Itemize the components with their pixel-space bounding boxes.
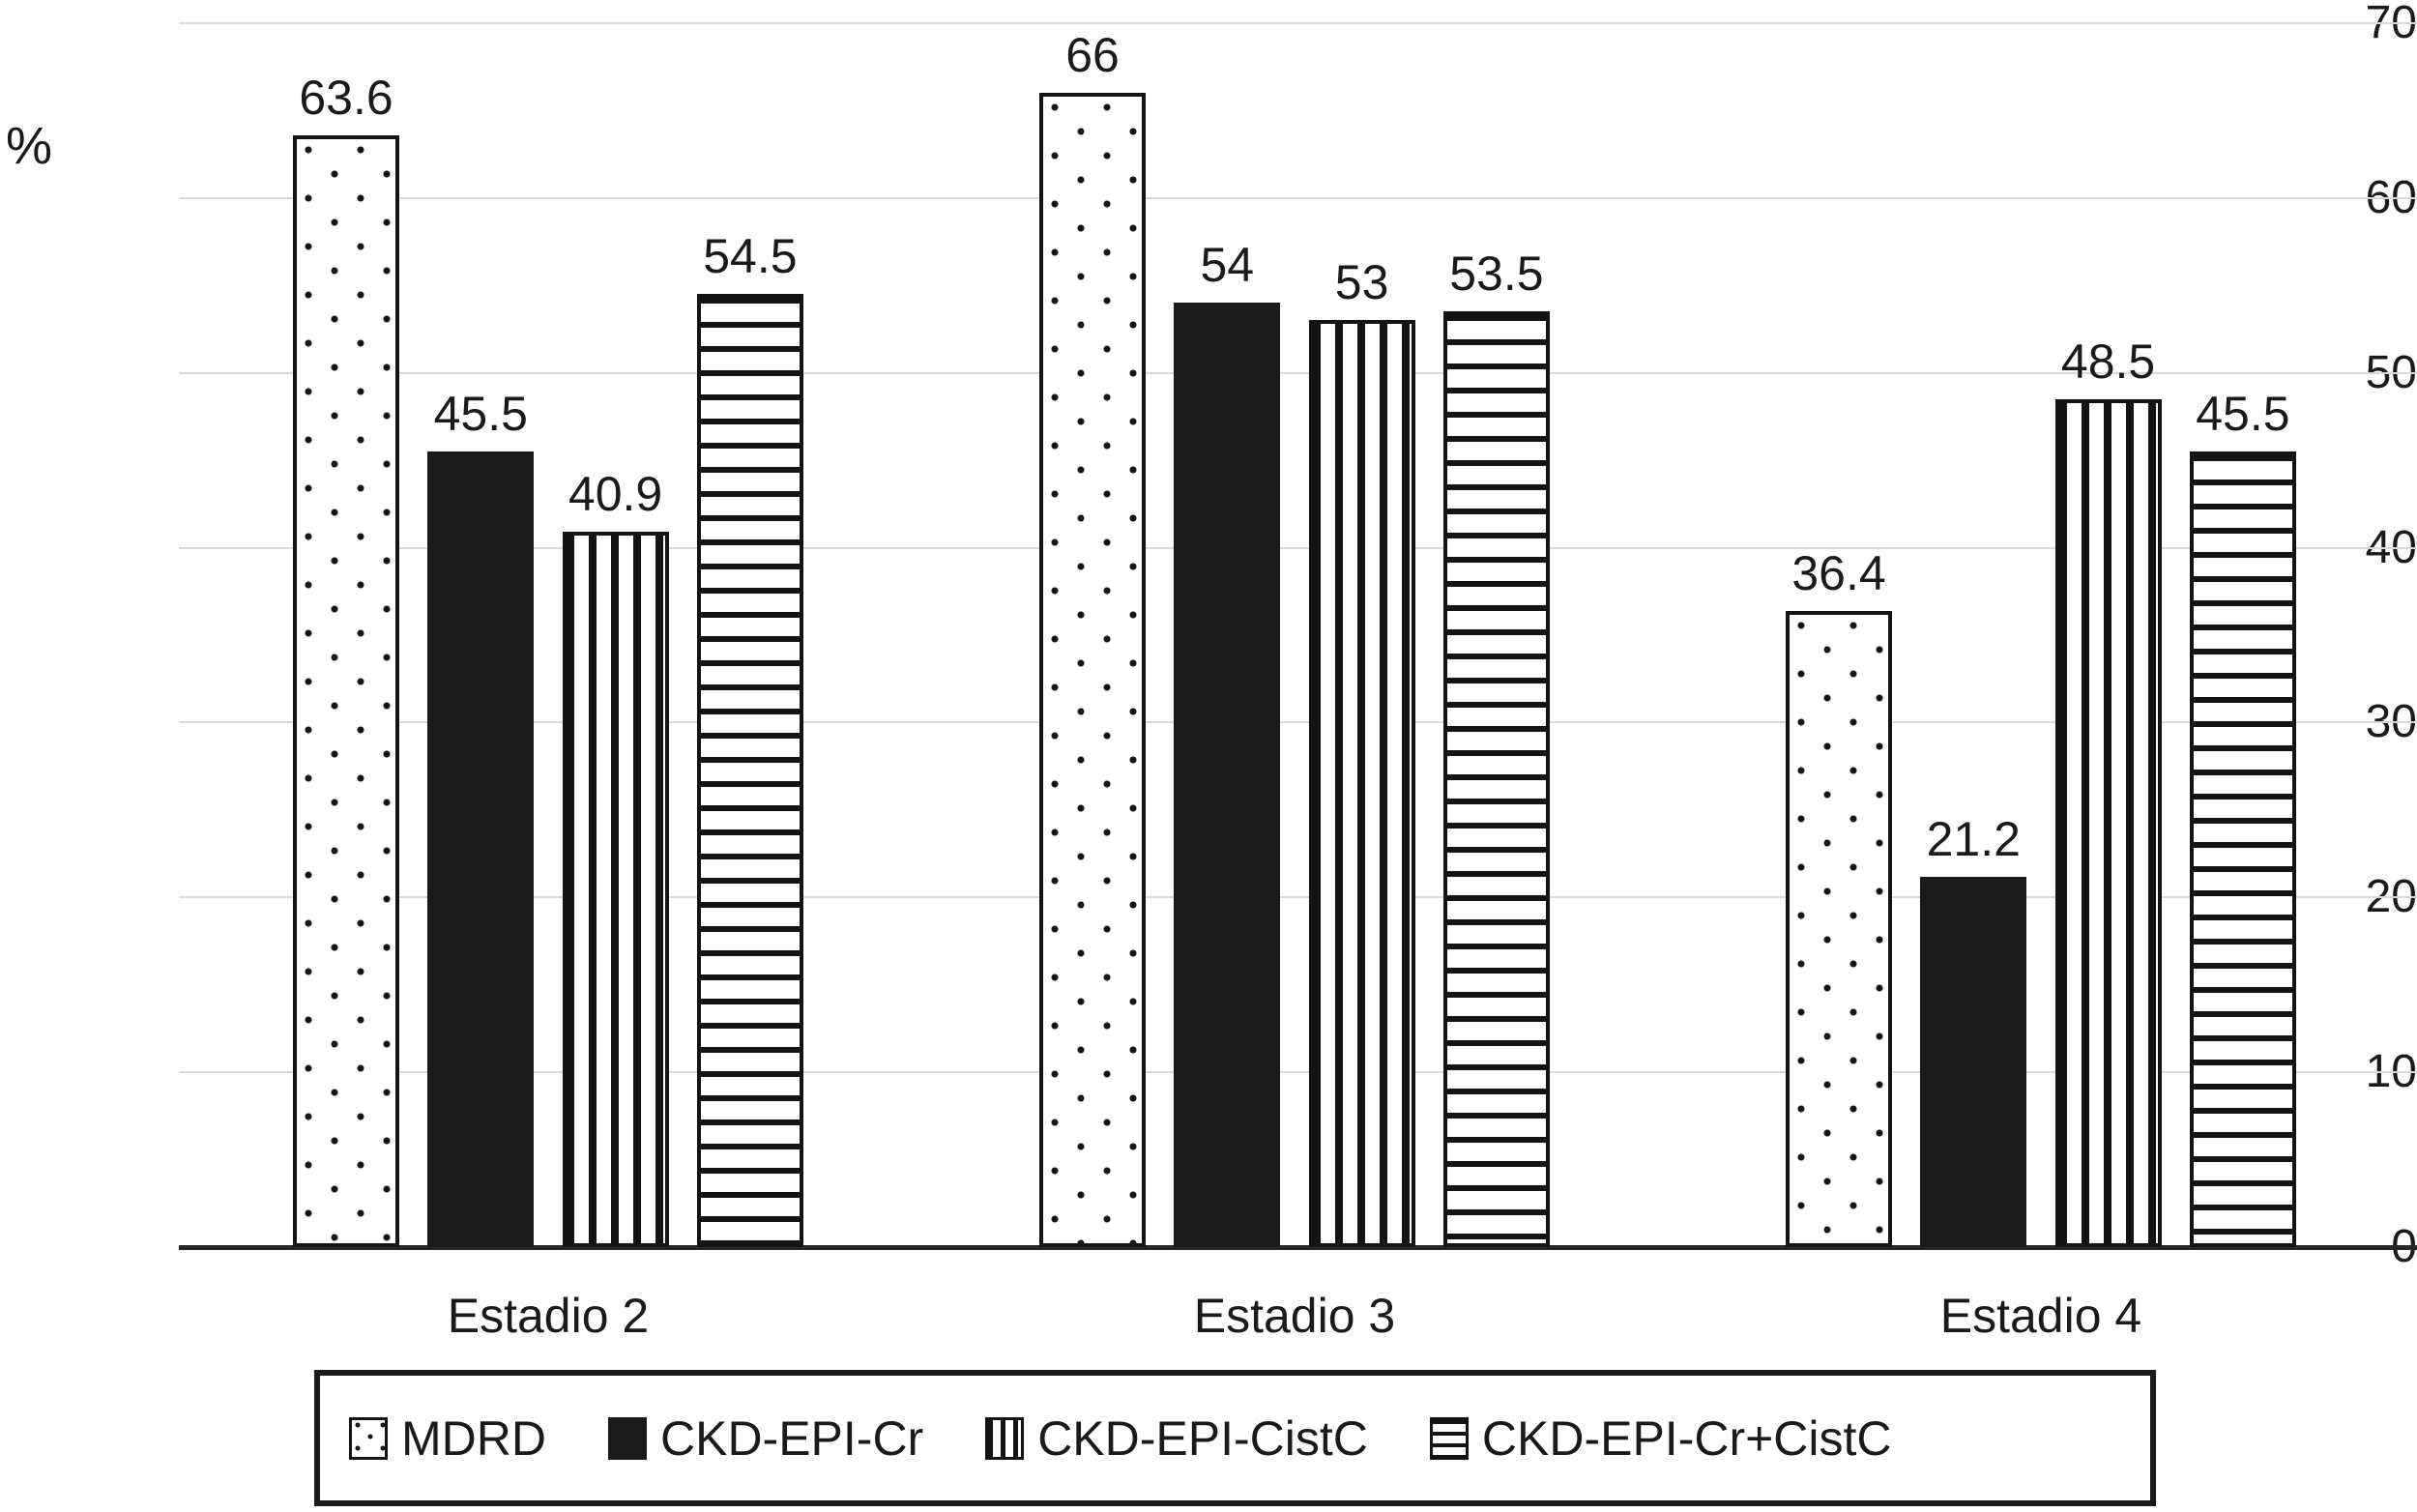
y-axis-label: %	[6, 117, 53, 175]
bar	[696, 294, 803, 1247]
bar	[1039, 93, 1146, 1247]
gridline	[179, 1071, 2417, 1074]
bar-value-label: 45.5	[2196, 387, 2290, 442]
legend-item-label: CKD-EPI-CistC	[1037, 1410, 1368, 1466]
legend-item: CKD-EPI-Cr+CistC	[1429, 1410, 1892, 1467]
legend-swatch-hlines-icon	[1429, 1416, 1469, 1460]
x-category-label: Estadio 2	[447, 1289, 650, 1343]
x-axis-line	[179, 1245, 2417, 1250]
bar	[1786, 610, 1892, 1247]
bar-value-label: 53.5	[1449, 247, 1544, 302]
gridline	[179, 371, 2417, 374]
bar	[1308, 320, 1415, 1247]
bar-value-label: 45.5	[433, 387, 528, 442]
bar-value-label: 54.5	[703, 229, 798, 284]
y-tick-label: 70	[2365, 0, 2417, 48]
gridline	[179, 546, 2417, 549]
legend-swatch-vlines-icon	[985, 1416, 1025, 1460]
bar	[2054, 398, 2162, 1247]
legend: MDRD CKD-EPI-Cr CKD-EPI-CistC CKD-EPI-Cr+Ci…	[314, 1370, 2156, 1506]
gridline	[179, 196, 2417, 199]
plot-area: 63.6 45.5 40.9 54.5 66 54 53 53.5 36.4 21.2 48.5 45…	[179, 22, 2417, 1250]
gridline	[179, 896, 2417, 899]
legend-item-label: MDRD	[401, 1410, 546, 1466]
bar-value-label: 54	[1200, 238, 1255, 293]
gridline	[179, 721, 2417, 724]
bar-value-label: 40.9	[568, 467, 663, 522]
bar-value-label: 36.4	[1791, 545, 1886, 600]
bar	[427, 451, 535, 1247]
bar-value-label: 63.6	[299, 70, 393, 125]
legend-item: CKD-EPI-Cr	[607, 1410, 924, 1467]
bar	[1442, 311, 1550, 1247]
gridline	[179, 22, 2417, 24]
bar	[2189, 451, 2296, 1247]
x-category-label: Estadio 4	[1939, 1289, 2142, 1343]
legend-item: CKD-EPI-CistC	[985, 1410, 1368, 1467]
bar	[1174, 303, 1281, 1247]
legend-swatch-solid-icon	[607, 1416, 647, 1460]
bar-value-label: 66	[1065, 28, 1120, 83]
legend-item-label: CKD-EPI-Cr+CistC	[1481, 1410, 1892, 1466]
bar-value-label: 48.5	[2060, 334, 2156, 389]
bar	[293, 134, 399, 1247]
bar	[562, 532, 669, 1247]
legend-item: MDRD	[349, 1410, 546, 1467]
legend-swatch-dots-icon	[349, 1416, 388, 1460]
bar-value-label: 53	[1334, 255, 1389, 310]
x-category-label: Estadio 3	[1193, 1289, 1396, 1343]
bar	[1920, 876, 2027, 1247]
bar-value-label: 21.2	[1926, 811, 2021, 866]
legend-item-label: CKD-EPI-Cr	[659, 1410, 924, 1466]
